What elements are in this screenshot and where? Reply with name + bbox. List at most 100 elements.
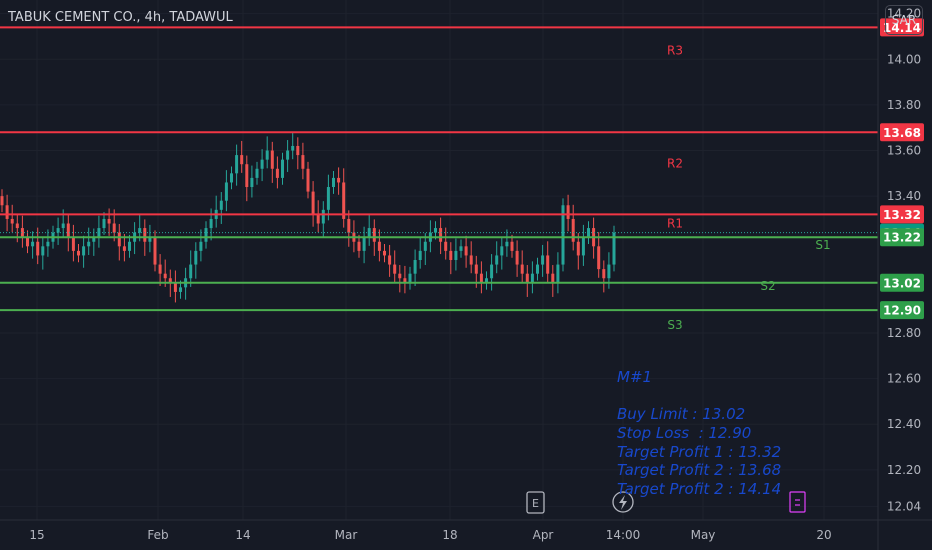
candle-body bbox=[46, 241, 50, 247]
candle-body bbox=[495, 255, 499, 265]
lightning-icon[interactable] bbox=[612, 491, 634, 513]
candle bbox=[571, 204, 575, 251]
candle bbox=[275, 156, 279, 189]
candle-body bbox=[444, 241, 448, 251]
candle bbox=[56, 217, 60, 245]
candle-body bbox=[306, 168, 310, 192]
trade-note-line: Stop Loss : 12.90 bbox=[617, 424, 752, 442]
candle-body bbox=[138, 228, 142, 233]
candle-body bbox=[576, 241, 580, 256]
time-tick-label: Apr bbox=[533, 528, 554, 542]
candle-body bbox=[525, 273, 529, 283]
price-axis[interactable]: 14.20 14.00 13.80 13.60 13.40 12.80 12.60 12.40… bbox=[877, 0, 921, 550]
level-label-s2: S2 bbox=[760, 279, 775, 293]
candle-body bbox=[464, 246, 468, 256]
price-tag-bg bbox=[880, 301, 924, 320]
price-tick-label: 14.00 bbox=[887, 52, 921, 66]
candle-body bbox=[153, 237, 157, 265]
candle bbox=[260, 149, 264, 182]
price-tag-label: 13.22 bbox=[883, 231, 921, 245]
currency-button[interactable]: SAR bbox=[885, 5, 923, 35]
candle-body bbox=[403, 278, 407, 283]
time-tick-label: 14 bbox=[235, 528, 250, 542]
candle-body bbox=[530, 273, 534, 283]
candle-body bbox=[398, 273, 402, 279]
candle bbox=[0, 189, 4, 213]
candle-body bbox=[87, 241, 91, 247]
candle-body bbox=[122, 246, 126, 251]
price-tick-label: 12.20 bbox=[887, 463, 921, 477]
event-marker-icon[interactable] bbox=[789, 491, 806, 513]
candle-body bbox=[469, 255, 473, 265]
candle-body bbox=[413, 260, 417, 274]
candle bbox=[199, 229, 203, 262]
candle bbox=[224, 170, 228, 212]
level-label-r1: R1 bbox=[667, 216, 683, 230]
candle-body bbox=[245, 164, 249, 188]
candle-body bbox=[372, 228, 376, 242]
time-axis[interactable]: 15 Feb 14 Mar 18 Apr 14:00 May 20 bbox=[0, 519, 932, 542]
candle-body bbox=[92, 237, 96, 242]
candle bbox=[469, 241, 473, 274]
candle bbox=[235, 144, 239, 186]
candle bbox=[418, 236, 422, 269]
candle-body bbox=[128, 241, 131, 251]
candle-body bbox=[520, 264, 524, 274]
candle-body bbox=[449, 250, 453, 260]
time-tick-label: 15 bbox=[29, 528, 44, 542]
candle-body bbox=[260, 159, 264, 169]
candle bbox=[36, 227, 40, 265]
candle bbox=[326, 174, 330, 221]
candle-body bbox=[97, 228, 101, 238]
candle-body bbox=[143, 228, 147, 242]
candle-body bbox=[235, 155, 239, 174]
candle-body bbox=[541, 255, 545, 265]
candle bbox=[240, 140, 244, 173]
price-tag: 13.22 bbox=[880, 228, 924, 247]
candle-body bbox=[321, 209, 325, 224]
candle bbox=[530, 261, 534, 294]
price-tag-label: 13.32 bbox=[883, 208, 921, 222]
trade-note-line: M#1 bbox=[617, 368, 653, 386]
candle bbox=[398, 265, 402, 293]
candle-body bbox=[316, 214, 320, 224]
candle-body bbox=[102, 218, 106, 229]
price-tag: 13.32 bbox=[880, 205, 924, 224]
candle-body bbox=[20, 228, 24, 238]
candle bbox=[546, 241, 550, 283]
candle bbox=[31, 231, 35, 259]
candle bbox=[306, 161, 310, 199]
candle-body bbox=[546, 255, 550, 274]
candle bbox=[485, 271, 488, 290]
candle-body bbox=[536, 264, 539, 274]
price-tag-bg bbox=[880, 228, 924, 247]
level-label-r2: R2 bbox=[667, 156, 683, 170]
candle-body bbox=[158, 264, 162, 274]
candle-body bbox=[434, 228, 437, 233]
candle-body bbox=[607, 264, 611, 279]
candle bbox=[10, 204, 14, 233]
candle-body bbox=[571, 218, 575, 242]
candle-body bbox=[77, 250, 80, 256]
candle bbox=[281, 152, 284, 185]
candle bbox=[291, 131, 295, 160]
candle bbox=[332, 171, 335, 194]
candle bbox=[505, 229, 509, 257]
candle-body bbox=[439, 228, 443, 242]
candle-body bbox=[311, 191, 315, 215]
candle-body bbox=[173, 282, 177, 292]
candle bbox=[536, 257, 539, 281]
candle bbox=[173, 270, 177, 303]
chart-icons[interactable]: E bbox=[526, 491, 806, 514]
price-tick-label: 12.40 bbox=[887, 417, 921, 431]
candle-body bbox=[56, 228, 60, 233]
price-tick-label: 13.40 bbox=[887, 189, 921, 203]
earnings-icon[interactable]: E bbox=[526, 491, 545, 514]
price-tag-label: 13.68 bbox=[883, 126, 921, 140]
candle-body bbox=[281, 159, 284, 178]
candle bbox=[128, 234, 131, 258]
candle bbox=[357, 234, 361, 258]
